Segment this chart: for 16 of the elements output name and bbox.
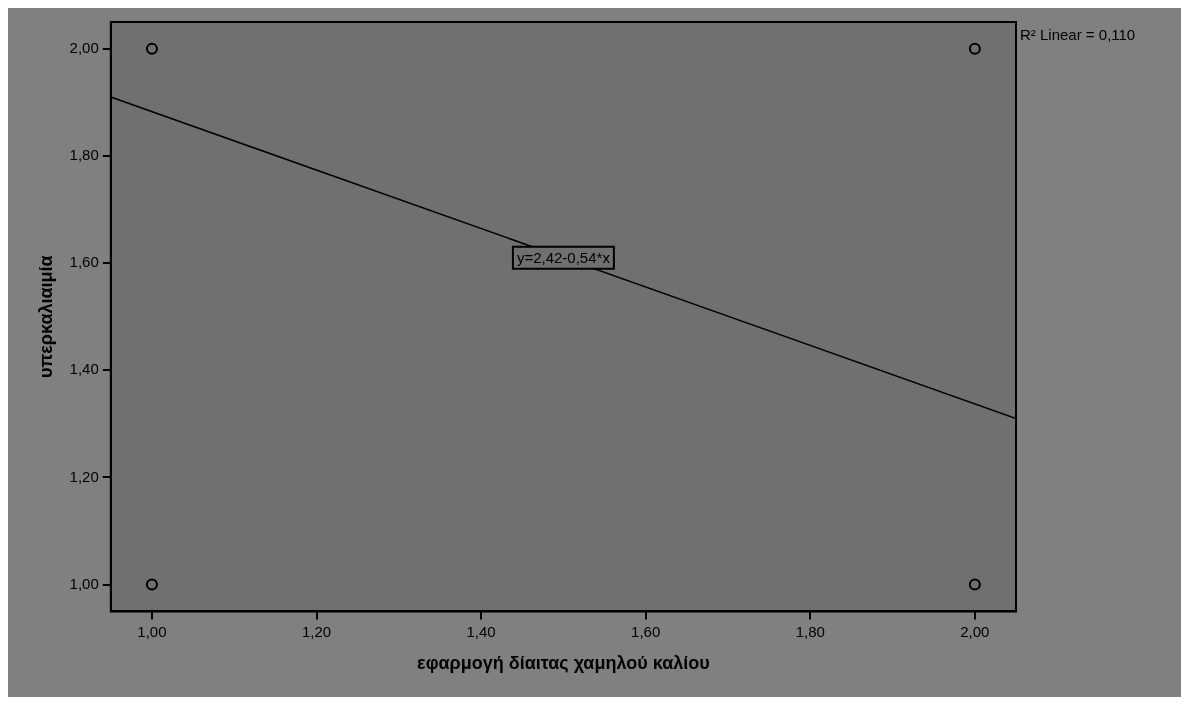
y-tick-label: 1,60 (69, 253, 99, 271)
x-tick-label: 1,20 (301, 622, 332, 640)
y-tick-label: 1,00 (69, 574, 99, 592)
annotation: y=2,42-0,54*x (516, 248, 611, 266)
text: R² Linear = 0,110 (1020, 26, 1136, 44)
x-tick-label: 1,60 (631, 622, 661, 640)
y-tick-label: 1,80 (69, 146, 99, 164)
x-axis-title: εφαρμογή δίαιτας χαμηλού καλίου (417, 653, 710, 674)
x-tick-label: 1,80 (795, 622, 825, 640)
y-axis-title: υπερκαλιαιμία (35, 255, 56, 378)
x-tick-label: 1,40 (466, 622, 496, 640)
x-tick-label: 1,00 (137, 622, 167, 640)
y-tick-label: 2,00 (69, 38, 99, 56)
y-tick-label: 1,20 (69, 467, 99, 485)
y-tick-label: 1,40 (69, 360, 99, 378)
x-tick-label: 2,00 (960, 622, 990, 640)
